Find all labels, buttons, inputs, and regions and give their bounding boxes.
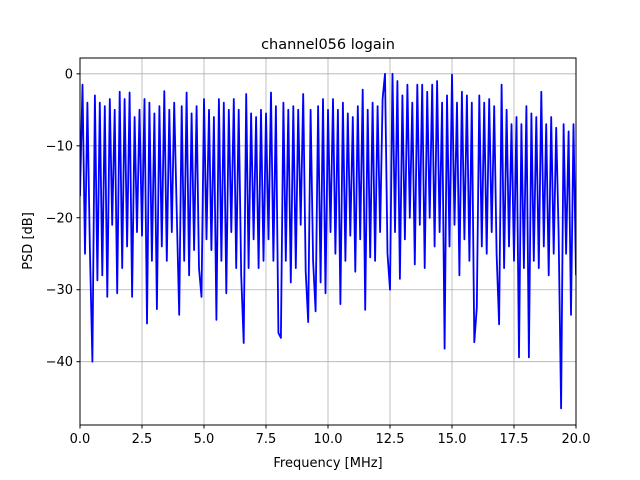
x-tick-label: 2.5	[132, 432, 153, 447]
x-tick-label: 20.0	[562, 432, 591, 447]
y-tick-label: −40	[46, 355, 73, 370]
y-tick-label: −10	[46, 139, 73, 154]
x-tick-label: 10.0	[314, 432, 343, 447]
x-tick-label: 17.5	[500, 432, 529, 447]
psd-series-line	[80, 72, 576, 410]
x-axis: 0.0 2.5 5.0 7.5 10.0 12.5 15.0 17.5 20.0	[70, 425, 591, 447]
x-tick-label: 5.0	[194, 432, 215, 447]
x-axis-label: Frequency [MHz]	[273, 456, 382, 471]
x-tick-label: 0.0	[70, 432, 91, 447]
chart-title: channel056 logain	[261, 37, 395, 53]
y-tick-label: 0	[65, 67, 73, 82]
y-tick-label: −20	[46, 211, 73, 226]
x-tick-label: 15.0	[438, 432, 467, 447]
y-axis: 0 −10 −20 −30 −40	[46, 67, 80, 370]
y-tick-label: −30	[46, 283, 73, 298]
y-axis-label: PSD [dB]	[21, 212, 36, 270]
x-tick-label: 12.5	[376, 432, 405, 447]
x-tick-label: 7.5	[256, 432, 277, 447]
